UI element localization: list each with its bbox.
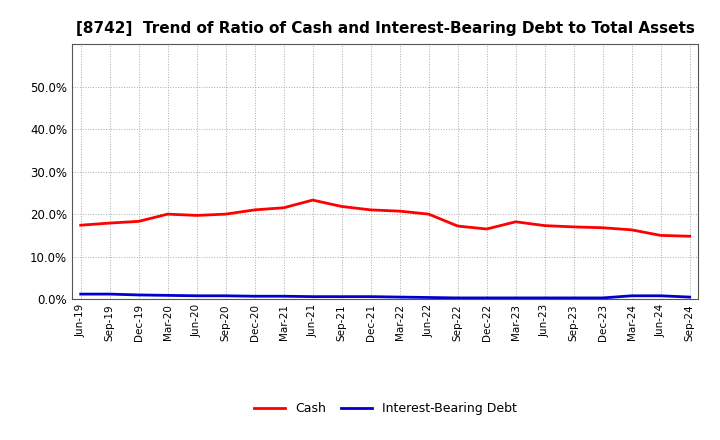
Interest-Bearing Debt <box>395 294 404 300</box>
Cash <box>192 213 201 218</box>
Cash <box>627 227 636 232</box>
Line: Cash: Cash <box>81 200 690 236</box>
Cash <box>482 226 491 231</box>
Interest-Bearing Debt <box>221 293 230 298</box>
Cash <box>76 223 85 228</box>
Cash <box>454 224 462 229</box>
Cash <box>685 234 694 239</box>
Cash <box>424 212 433 217</box>
Interest-Bearing Debt <box>657 293 665 298</box>
Interest-Bearing Debt <box>105 291 114 297</box>
Cash <box>395 209 404 214</box>
Cash <box>105 220 114 226</box>
Interest-Bearing Debt <box>511 295 520 301</box>
Interest-Bearing Debt <box>308 294 317 299</box>
Interest-Bearing Debt <box>251 293 259 299</box>
Interest-Bearing Debt <box>192 293 201 298</box>
Cash <box>598 225 607 231</box>
Cash <box>279 205 288 210</box>
Interest-Bearing Debt <box>338 294 346 299</box>
Interest-Bearing Debt <box>454 295 462 301</box>
Cash <box>221 212 230 217</box>
Legend: Cash, Interest-Bearing Debt: Cash, Interest-Bearing Debt <box>253 403 517 415</box>
Interest-Bearing Debt <box>279 293 288 299</box>
Cash <box>570 224 578 230</box>
Interest-Bearing Debt <box>76 291 85 297</box>
Cash <box>511 219 520 224</box>
Interest-Bearing Debt <box>627 293 636 298</box>
Cash <box>657 233 665 238</box>
Cash <box>338 204 346 209</box>
Interest-Bearing Debt <box>424 295 433 300</box>
Cash <box>541 223 549 228</box>
Cash <box>251 207 259 213</box>
Title: [8742]  Trend of Ratio of Cash and Interest-Bearing Debt to Total Assets: [8742] Trend of Ratio of Cash and Intere… <box>76 21 695 36</box>
Interest-Bearing Debt <box>482 295 491 301</box>
Interest-Bearing Debt <box>685 294 694 300</box>
Interest-Bearing Debt <box>570 295 578 301</box>
Cash <box>135 219 143 224</box>
Interest-Bearing Debt <box>135 292 143 297</box>
Interest-Bearing Debt <box>541 295 549 301</box>
Interest-Bearing Debt <box>163 293 172 298</box>
Interest-Bearing Debt <box>366 294 375 299</box>
Interest-Bearing Debt <box>598 295 607 301</box>
Cash <box>308 198 317 203</box>
Cash <box>163 212 172 217</box>
Line: Interest-Bearing Debt: Interest-Bearing Debt <box>81 294 690 298</box>
Cash <box>366 207 375 213</box>
